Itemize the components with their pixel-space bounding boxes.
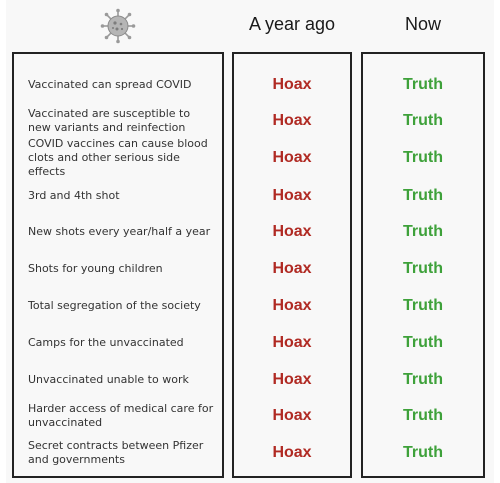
a-year-ago-value: Hoax bbox=[272, 371, 312, 388]
table-row: Unvaccinated unable to work bbox=[14, 363, 222, 397]
table-row: Truth bbox=[363, 252, 483, 286]
virus-icon bbox=[100, 8, 136, 44]
table-row: New shots every year/half a year bbox=[14, 215, 222, 249]
now-value: Truth bbox=[403, 187, 443, 204]
table-row: Truth bbox=[363, 363, 483, 397]
table-row: Truth bbox=[363, 179, 483, 213]
row-label: Shots for young children bbox=[28, 262, 163, 275]
a-year-ago-value: Hoax bbox=[272, 112, 312, 129]
now-value: Truth bbox=[403, 76, 443, 93]
table-row: Hoax bbox=[234, 68, 350, 102]
a-year-ago-value: Hoax bbox=[272, 444, 312, 461]
now-value: Truth bbox=[403, 297, 443, 314]
a-year-ago-value: Hoax bbox=[272, 187, 312, 204]
table-row: Truth bbox=[363, 399, 483, 433]
now-value: Truth bbox=[403, 223, 443, 240]
now-value: Truth bbox=[403, 407, 443, 424]
table-row: Truth bbox=[363, 289, 483, 323]
column-header-now: Now bbox=[404, 14, 441, 34]
items-column: Vaccinated can spread COVID Vaccinated ar… bbox=[12, 52, 224, 478]
table-row: Hoax bbox=[234, 326, 350, 360]
table-row: Total segregation of the society bbox=[14, 289, 222, 323]
now-column: Truth Truth Truth Truth Truth Truth Truth Truth… bbox=[361, 52, 485, 478]
a-year-ago-value: Hoax bbox=[272, 334, 312, 351]
table-row: Vaccinated are susceptible to new varian… bbox=[14, 104, 222, 138]
table-row: Hoax bbox=[234, 141, 350, 175]
table-row: Truth bbox=[363, 68, 483, 102]
now-value: Truth bbox=[403, 260, 443, 277]
now-value: Truth bbox=[403, 371, 443, 388]
table-row: Harder access of medical care for unvacc… bbox=[14, 399, 222, 433]
table-row: Hoax bbox=[234, 179, 350, 213]
table-row: Vaccinated can spread COVID bbox=[14, 68, 222, 102]
table-row: Hoax bbox=[234, 289, 350, 323]
table-row: 3rd and 4th shot bbox=[14, 179, 222, 213]
row-label: Camps for the unvaccinated bbox=[28, 336, 184, 349]
row-label: 3rd and 4th shot bbox=[28, 189, 120, 202]
table-row: Hoax bbox=[234, 436, 350, 470]
table-header: A year ago Now bbox=[0, 0, 500, 52]
a-year-ago-value: Hoax bbox=[272, 260, 312, 277]
a-year-ago-value: Hoax bbox=[272, 149, 312, 166]
a-year-ago-value: Hoax bbox=[272, 297, 312, 314]
column-header-a-year-ago: A year ago bbox=[248, 14, 336, 34]
a-year-ago-value: Hoax bbox=[272, 407, 312, 424]
table-row: Hoax bbox=[234, 252, 350, 286]
row-label: Total segregation of the society bbox=[28, 299, 201, 312]
table-row: Secret contracts between Pfizer and gove… bbox=[14, 436, 222, 470]
row-label: COVID vaccines can cause blood clots and… bbox=[28, 137, 208, 178]
row-label: Secret contracts between Pfizer and gove… bbox=[28, 439, 204, 466]
row-label: Unvaccinated unable to work bbox=[28, 373, 189, 386]
table-row: Hoax bbox=[234, 215, 350, 249]
a-year-ago-column: Hoax Hoax Hoax Hoax Hoax Hoax Hoax Hoax Hoax Hoax… bbox=[232, 52, 352, 478]
table-row: COVID vaccines can cause blood clots and… bbox=[14, 137, 222, 178]
table-row: Truth bbox=[363, 326, 483, 360]
table-row: Truth bbox=[363, 141, 483, 175]
row-label: Harder access of medical care for unvacc… bbox=[28, 402, 214, 429]
table-row: Hoax bbox=[234, 363, 350, 397]
a-year-ago-value: Hoax bbox=[272, 223, 312, 240]
table-row: Truth bbox=[363, 436, 483, 470]
now-value: Truth bbox=[403, 112, 443, 129]
now-value: Truth bbox=[403, 444, 443, 461]
table-row: Hoax bbox=[234, 399, 350, 433]
a-year-ago-value: Hoax bbox=[272, 76, 312, 93]
table-row: Shots for young children bbox=[14, 252, 222, 286]
row-label: New shots every year/half a year bbox=[28, 225, 211, 238]
row-label: Vaccinated are susceptible to new varian… bbox=[28, 107, 191, 134]
row-label: Vaccinated can spread COVID bbox=[28, 78, 192, 91]
table-row: Hoax bbox=[234, 104, 350, 138]
table-row: Truth bbox=[363, 104, 483, 138]
table-row: Camps for the unvaccinated bbox=[14, 326, 222, 360]
table-row: Truth bbox=[363, 215, 483, 249]
now-value: Truth bbox=[403, 149, 443, 166]
now-value: Truth bbox=[403, 334, 443, 351]
